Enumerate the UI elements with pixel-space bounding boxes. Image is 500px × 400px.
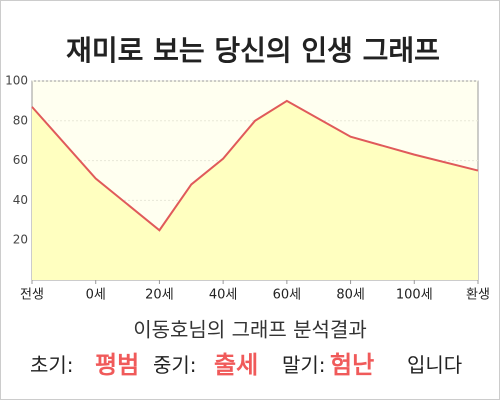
x-tick-label: 환생 — [466, 288, 490, 303]
x-tick-label: 60세 — [273, 288, 302, 303]
y-tick-label: 100 — [5, 74, 28, 88]
x-tick-label: 100세 — [396, 288, 433, 303]
ticks: 20 40 60 80 100 전생 0세 20세 40세 60세 80세 100세 환생 — [5, 74, 490, 303]
x-tick-label: 0세 — [86, 288, 106, 303]
x-tick-label: 전생 — [20, 288, 44, 303]
middle-result: 출세 — [214, 351, 258, 379]
early-result: 평범 — [95, 351, 139, 379]
late-result: 험난 — [330, 351, 374, 379]
line — [31, 99, 479, 232]
x-tick-label: 20세 — [145, 288, 174, 303]
y-tick-label: 20 — [13, 233, 28, 247]
chart-title: 재미로 보는 당신의 인생 그래프 — [66, 34, 440, 67]
result-line: 초기: 평범 중기: 출세 말기: 험난 입니다 — [30, 351, 462, 379]
result-heading: 이동호님의 그래프 분석결과 — [133, 318, 367, 342]
middle-label: 중기: — [153, 353, 197, 377]
y-tick-label: 40 — [13, 193, 28, 207]
suffix: 입니다 — [407, 353, 462, 377]
y-tick-label: 80 — [13, 113, 28, 127]
early-label: 초기: — [30, 353, 74, 377]
area-fill — [32, 100, 478, 281]
late-label: 말기: — [282, 353, 326, 377]
series — [31, 99, 479, 281]
x-tick-label: 80세 — [336, 288, 365, 303]
x-tick-label: 40세 — [209, 288, 238, 303]
y-tick-label: 60 — [13, 153, 28, 167]
